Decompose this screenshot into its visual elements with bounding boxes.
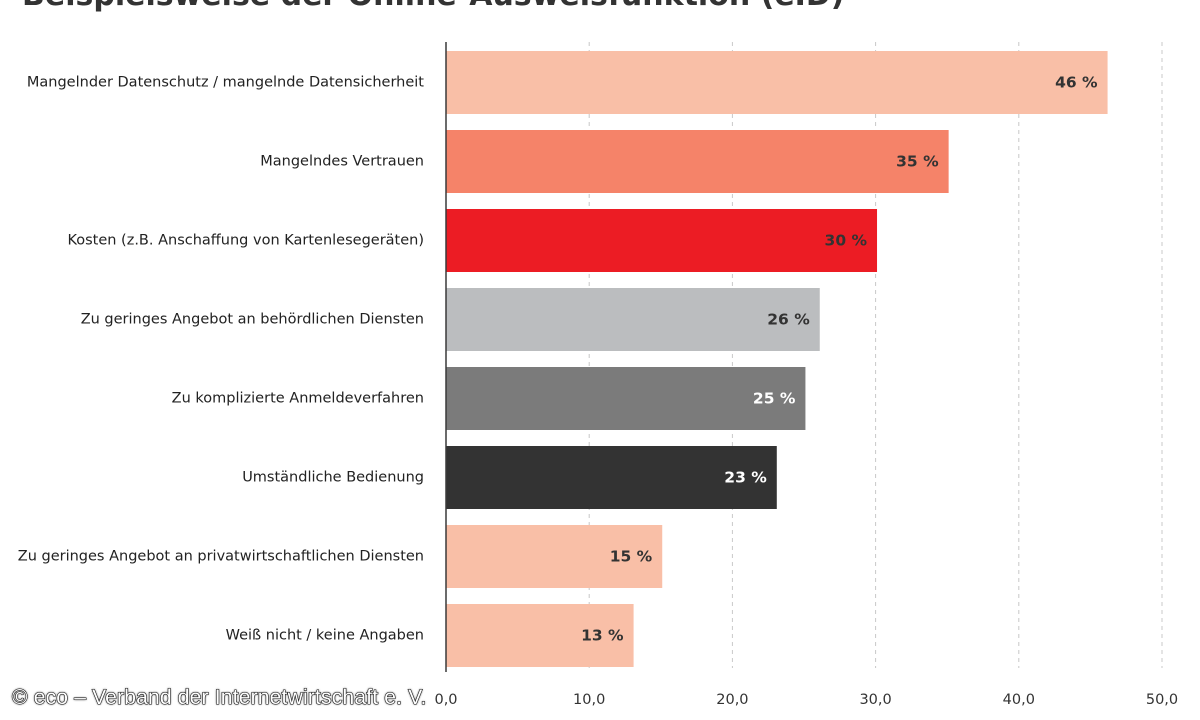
value-label-0: 46 % [1055, 74, 1098, 92]
bar-1 [446, 130, 949, 193]
bar-0 [446, 51, 1108, 114]
x-tick-label-0: 0,0 [434, 692, 457, 708]
bar-3 [446, 288, 820, 351]
x-tick-label-2: 20,0 [716, 692, 748, 708]
value-label-6: 15 % [610, 548, 653, 566]
bar-5 [446, 446, 777, 509]
bar-7 [446, 604, 634, 667]
bar-2 [446, 209, 878, 272]
bar-6 [446, 525, 663, 588]
x-tick-label-4: 40,0 [1003, 692, 1035, 708]
category-label-1: Mangelndes Vertrauen [260, 154, 424, 170]
value-label-5: 23 % [724, 469, 767, 487]
bars [446, 51, 1108, 667]
category-label-6: Zu geringes Angebot an privatwirtschaftl… [18, 549, 424, 565]
category-label-2: Kosten (z.B. Anschaffung von Kartenleseg… [67, 233, 424, 249]
chart-title: Beispielsweise der Online-Ausweisfunktio… [22, 0, 844, 14]
category-label-0: Mangelnder Datenschutz / mangelnde Daten… [27, 75, 424, 91]
axis: 0,0 10,0 20,0 30,0 40,0 50,0 [434, 42, 1178, 708]
x-tick-label-3: 30,0 [859, 692, 891, 708]
category-label-4: Zu komplizierte Anmeldeverfahren [172, 391, 424, 407]
copyright-notice: © eco – Verband der Internetwirtschaft e… [11, 685, 427, 709]
value-label-3: 26 % [767, 311, 810, 329]
value-label-2: 30 % [825, 232, 868, 250]
value-label-4: 25 % [753, 390, 796, 408]
labels: Mangelnder Datenschutz / mangelnde Daten… [18, 74, 1098, 645]
bar-4 [446, 367, 806, 430]
x-tick-label-1: 10,0 [573, 692, 605, 708]
category-label-3: Zu geringes Angebot an behördlichen Dien… [81, 312, 424, 328]
value-label-7: 13 % [581, 627, 624, 645]
x-tick-label-5: 50,0 [1146, 692, 1178, 708]
category-label-5: Umständliche Bedienung [242, 470, 424, 486]
category-label-7: Weiß nicht / keine Angaben [226, 628, 424, 644]
value-label-1: 35 % [896, 153, 939, 171]
